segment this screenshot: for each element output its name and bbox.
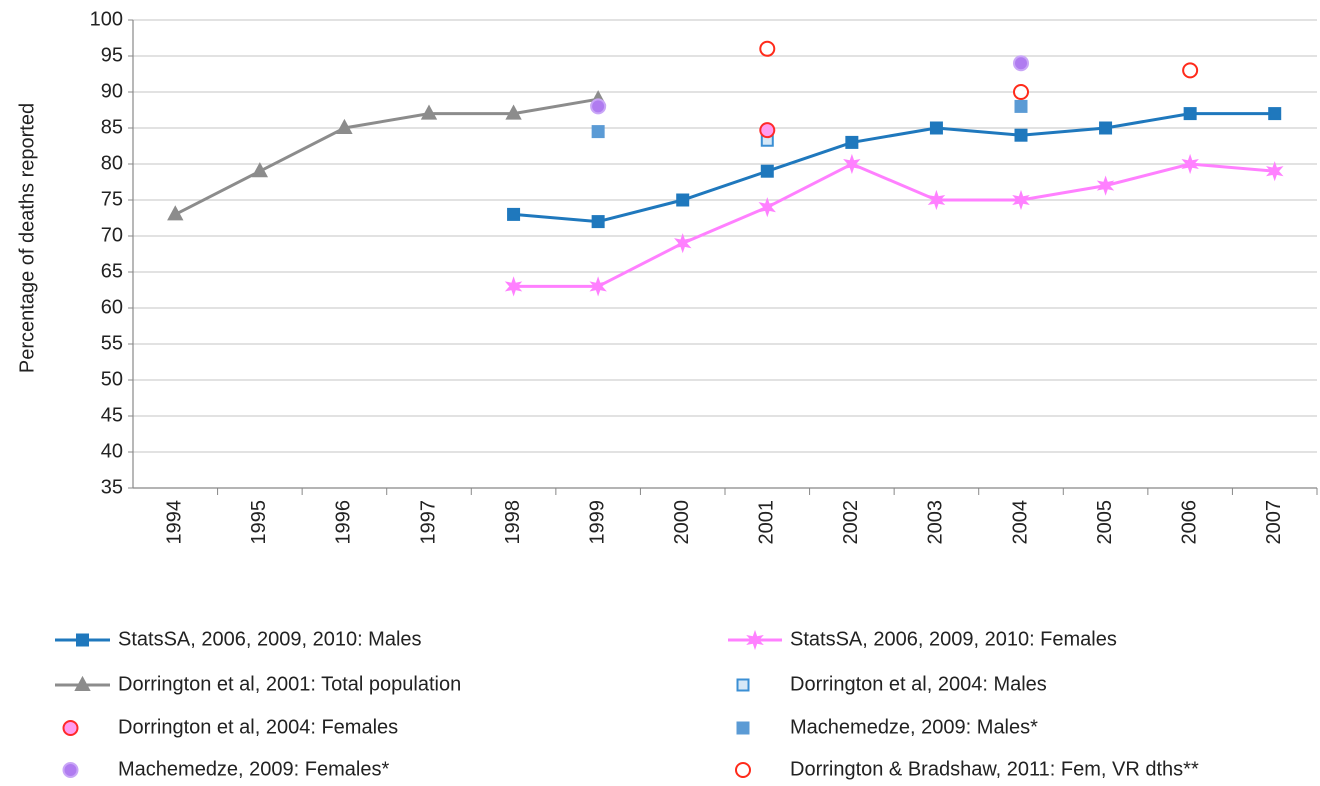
data-point xyxy=(591,125,605,139)
data-point xyxy=(590,98,607,115)
y-tick-label: 95 xyxy=(101,44,123,66)
data-point xyxy=(676,193,690,207)
data-point xyxy=(507,207,521,221)
data-point xyxy=(758,197,776,218)
legend-marker xyxy=(62,720,79,736)
legend-label: Dorrington & Bradshaw, 2011: Fem, VR dth… xyxy=(790,758,1199,780)
y-tick-label: 35 xyxy=(101,476,123,498)
series-line xyxy=(513,162,1275,288)
legend-item: Machemedze, 2009: Males* xyxy=(736,716,1038,738)
legend-marker xyxy=(736,721,750,735)
x-tick-label: 2006 xyxy=(1178,500,1200,545)
legend-item: Dorrington & Bradshaw, 2011: Fem, VR dth… xyxy=(735,758,1199,780)
x-tick-label: 1996 xyxy=(333,500,355,545)
x-tick-label: 2002 xyxy=(840,500,862,545)
data-point xyxy=(589,276,607,297)
data-point xyxy=(759,40,776,57)
data-point xyxy=(1096,175,1115,196)
y-tick-label: 100 xyxy=(90,8,123,30)
y-tick-label: 50 xyxy=(101,368,123,390)
data-point xyxy=(1099,121,1113,135)
data-point xyxy=(674,233,692,254)
legend-marker xyxy=(62,762,79,778)
legend-marker xyxy=(74,675,91,691)
data-point xyxy=(251,162,269,178)
data-point xyxy=(843,153,861,175)
legend-label: Dorrington et al, 2004: Females xyxy=(118,716,398,738)
x-tick-label: 2001 xyxy=(756,500,778,545)
legend-label: StatsSA, 2006, 2009, 2010: Males xyxy=(118,628,422,650)
x-tick-label: 2003 xyxy=(925,500,947,545)
legend-marker xyxy=(736,678,750,692)
data-point xyxy=(336,118,353,134)
legend-label: Machemedze, 2009: Females* xyxy=(118,758,389,780)
data-point xyxy=(505,104,522,120)
x-tick-label: 2004 xyxy=(1009,500,1031,545)
data-point xyxy=(1013,55,1029,72)
x-tick-label: 2007 xyxy=(1263,500,1285,545)
legend-item: Dorrington et al, 2004: Males xyxy=(736,673,1047,695)
data-point xyxy=(1014,99,1028,113)
y-tick-label: 60 xyxy=(101,296,123,318)
legend-item: Machemedze, 2009: Females* xyxy=(62,758,389,780)
data-point xyxy=(845,135,859,149)
y-tick-label: 40 xyxy=(101,440,123,462)
data-point xyxy=(1183,107,1197,121)
y-tick-label: 65 xyxy=(101,260,123,282)
legend-item: Dorrington et al, 2001: Total population xyxy=(55,673,461,695)
data-point xyxy=(420,104,438,120)
y-tick-label: 90 xyxy=(101,80,123,102)
x-tick-label: 1998 xyxy=(502,500,524,545)
x-tick-label: 1994 xyxy=(164,500,186,545)
data-point xyxy=(591,215,605,229)
legend-marker xyxy=(746,629,764,651)
data-point xyxy=(1182,62,1199,79)
x-tick-label: 2005 xyxy=(1094,500,1116,545)
legend-item: Dorrington et al, 2004: Females xyxy=(62,716,398,738)
y-tick-label: 85 xyxy=(101,116,123,138)
data-point xyxy=(760,164,774,178)
legend-label: Machemedze, 2009: Males* xyxy=(790,716,1038,738)
data-point xyxy=(1012,189,1030,211)
x-tick-label: 2000 xyxy=(671,500,693,545)
data-point xyxy=(929,121,943,135)
x-tick-label: 1995 xyxy=(248,500,270,545)
series-line xyxy=(513,112,1275,224)
data-point xyxy=(1268,107,1282,121)
series-line xyxy=(174,97,599,216)
data-point xyxy=(1013,84,1029,100)
legend-label: Dorrington et al, 2004: Males xyxy=(790,673,1047,695)
data-point xyxy=(167,205,184,221)
data-point xyxy=(759,122,776,139)
y-tick-label: 75 xyxy=(101,188,123,210)
data-point xyxy=(927,189,946,211)
legend-item: StatsSA, 2006, 2009, 2010: Females xyxy=(728,628,1117,650)
y-tick-label: 80 xyxy=(101,152,123,174)
legend-label: StatsSA, 2006, 2009, 2010: Females xyxy=(790,628,1117,650)
x-tick-label: 1999 xyxy=(586,500,608,545)
legend-item: StatsSA, 2006, 2009, 2010: Males xyxy=(55,628,422,650)
legend-marker xyxy=(735,762,751,778)
legend-label: Dorrington et al, 2001: Total population xyxy=(118,673,461,695)
y-axis-label: Percentage of deaths reported xyxy=(16,103,38,373)
data-point xyxy=(1266,161,1284,182)
data-point xyxy=(1181,153,1199,175)
y-tick-label: 55 xyxy=(101,332,123,354)
data-point xyxy=(504,276,523,297)
y-tick-label: 45 xyxy=(101,404,123,426)
x-tick-label: 1997 xyxy=(417,500,439,545)
y-tick-label: 70 xyxy=(101,224,123,246)
data-point xyxy=(1014,128,1028,142)
legend-marker xyxy=(76,633,89,647)
